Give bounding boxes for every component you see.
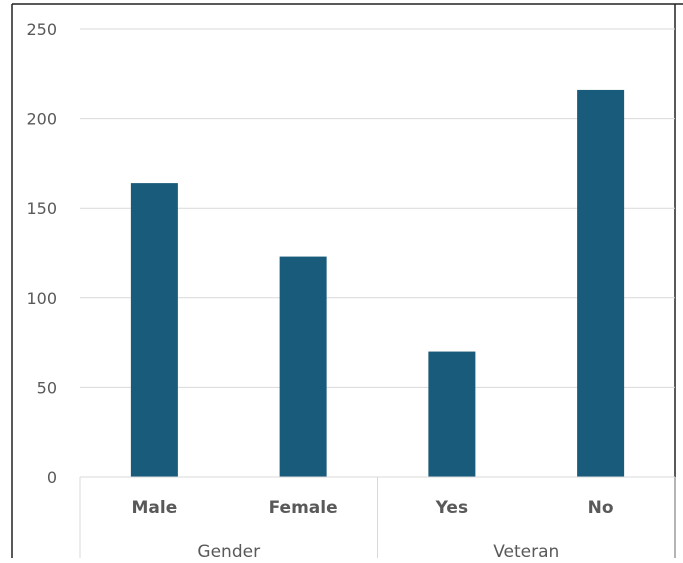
bar (130, 183, 178, 477)
bars (130, 89, 625, 477)
group-label: Veteran (493, 542, 559, 558)
x-tick-label: Female (269, 498, 338, 518)
x-tick-label: No (588, 498, 614, 518)
y-tick-label: 50 (37, 378, 57, 397)
x-tick-label: Yes (435, 498, 468, 518)
bar (428, 351, 476, 477)
y-tick-label: 0 (47, 468, 57, 487)
x-axis: Male Female Yes No Gender Veteran (79, 476, 676, 562)
y-axis-ticks: 0 50 100 150 200 250 (26, 20, 57, 487)
bar (577, 89, 625, 477)
y-tick-label: 150 (26, 199, 57, 218)
bar (279, 256, 327, 477)
y-tick-label: 200 (26, 110, 57, 129)
gridlines (80, 28, 675, 388)
y-tick-label: 100 (26, 289, 57, 308)
x-tick-label: Male (132, 498, 178, 518)
group-label: Gender (197, 542, 260, 558)
y-tick-label: 250 (26, 20, 57, 39)
